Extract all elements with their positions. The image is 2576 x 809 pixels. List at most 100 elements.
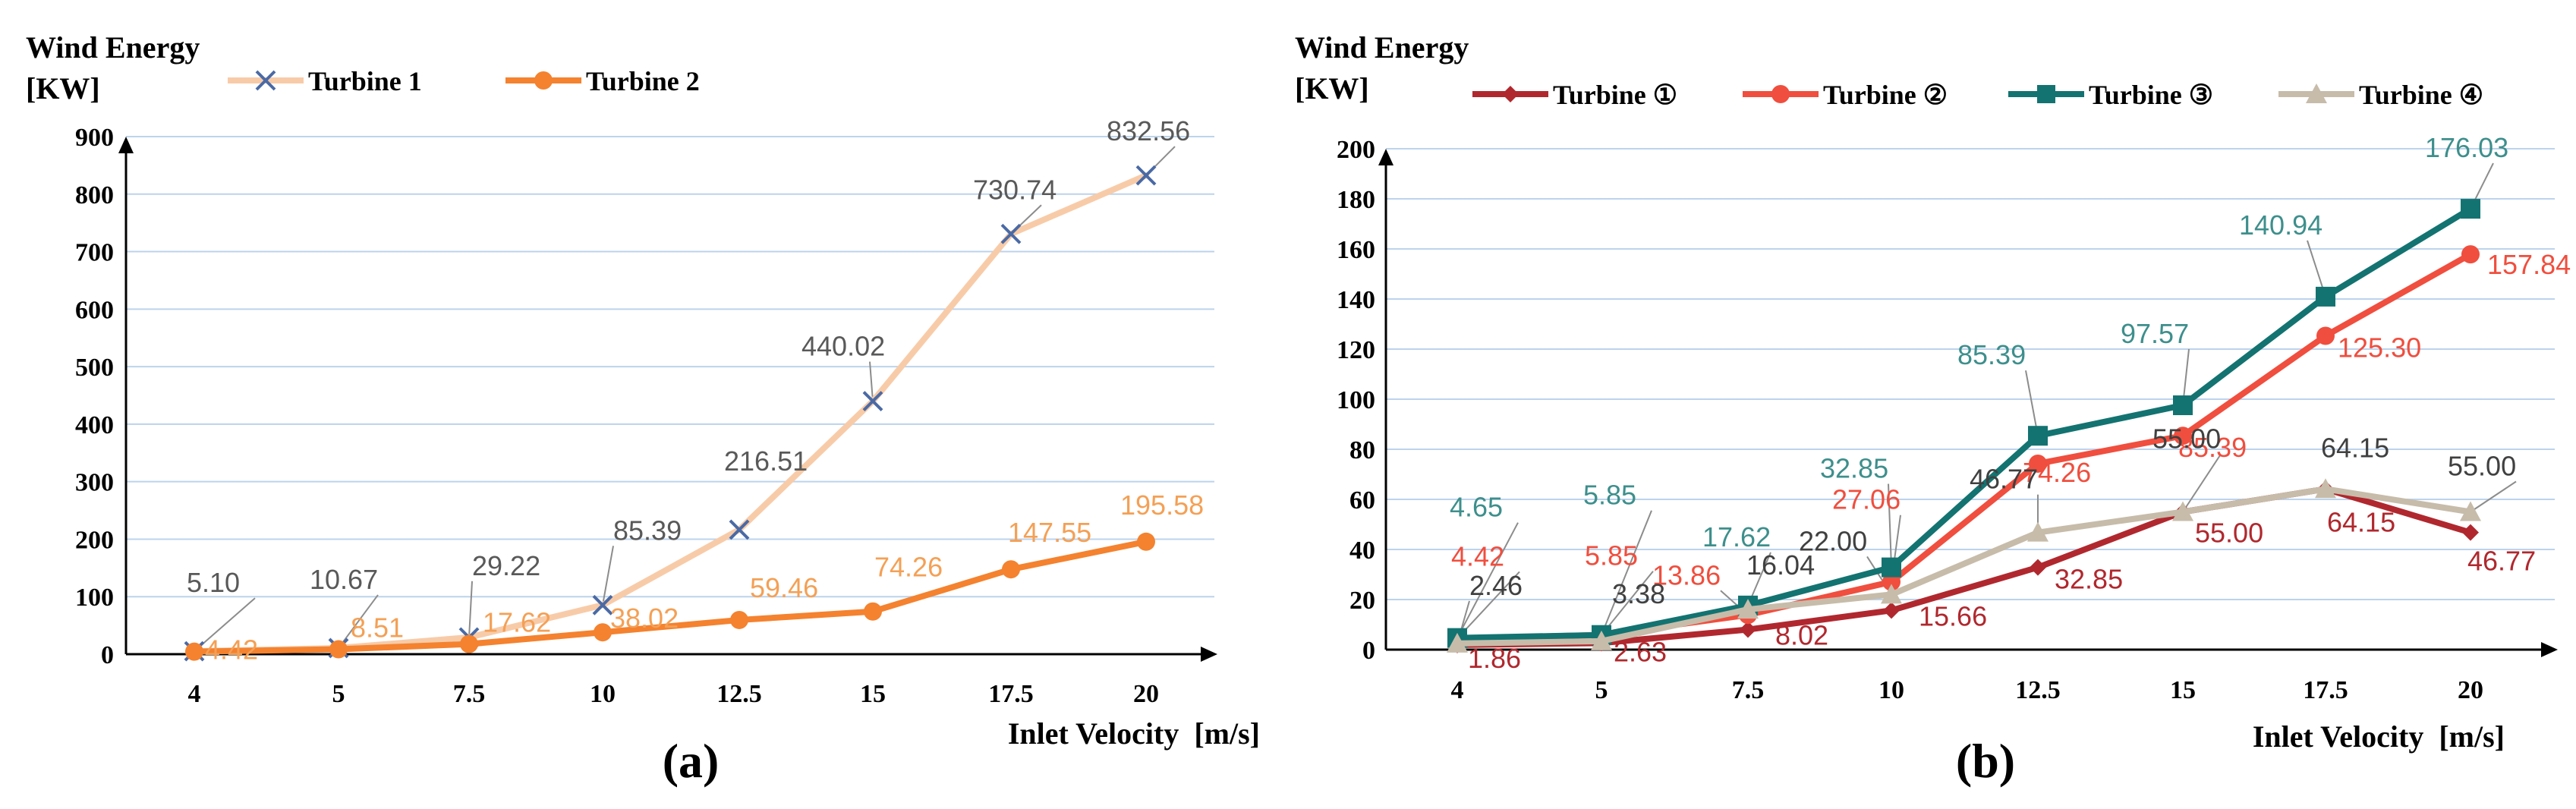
legend-b-turbine4-marker	[2306, 83, 2327, 103]
chart-b-series-3-data-label: 5.85	[1583, 480, 1636, 511]
chart-b-series-1-data-label: 55.00	[2195, 518, 2263, 549]
chart-a-series-2-marker	[730, 610, 748, 629]
chart-b-series-2-data-label: 157.84	[2487, 249, 2571, 280]
chart-b-series-2-marker	[2316, 326, 2335, 345]
legend-a-turbine2-label: Turbine 2	[586, 66, 700, 96]
chart-a-series-1-data-label: 216.51	[724, 445, 808, 477]
chart-b-xtick-label: 4	[1451, 676, 1464, 704]
chart-b-series-3-marker	[2173, 395, 2193, 416]
chart-a-series-1-data-label: 440.02	[801, 331, 885, 362]
chart-a-leader-line	[194, 597, 256, 652]
chart-a-series-2-marker	[329, 640, 348, 659]
chart-a-gridlines	[126, 136, 1214, 598]
chart-b-ytick-label: 40	[1349, 537, 1375, 565]
chart-b-series-2-marker	[1882, 572, 1901, 591]
chart-b-series-3-data-label: 97.57	[2121, 318, 2189, 349]
chart-b-series-4-data-label: 2.46	[1469, 570, 1523, 601]
panel-a-label: (a)	[663, 734, 720, 788]
chart-a-xtick-label: 15	[860, 680, 886, 708]
chart-b-series-2-marker	[2461, 245, 2480, 264]
chart-b-series	[1447, 199, 2481, 653]
chart-a-leader-line	[468, 581, 473, 637]
chart-b-gridlines	[1386, 148, 2555, 600]
chart-b-series-3-data-label: 4.65	[1450, 492, 1503, 523]
chart-b-series-3-marker	[1882, 557, 1901, 578]
chart-b-ytick-label: 180	[1337, 186, 1375, 214]
chart-b-series-4-data-label: 16.04	[1746, 549, 1815, 581]
chart-a-series	[184, 165, 1157, 662]
chart-a-ytick-label: 100	[75, 584, 114, 612]
chart-a-series-1-marker	[729, 519, 750, 540]
chart-b-series-2-marker	[2029, 454, 2047, 473]
chart-a-xtick-label: 7.5	[453, 680, 486, 708]
chart-b-series-4-data-label: 55.00	[2152, 423, 2221, 455]
chart-a-series-2-marker	[185, 642, 203, 661]
chart-b-ytick-label: 160	[1337, 236, 1375, 264]
chart-b-series-4-marker	[1591, 630, 1612, 650]
chart-b-series-4-marker	[2460, 501, 2481, 521]
chart-b-ytick-label: 60	[1349, 486, 1375, 515]
chart-a-ytick-label: 600	[75, 296, 114, 324]
chart-a-series-2-marker	[864, 602, 882, 621]
chart-a-series-2-marker	[594, 623, 612, 642]
chart-b-series-3-marker	[2316, 286, 2335, 307]
chart-b-series-3-data-label: 176.03	[2425, 132, 2508, 163]
chart-a-xtick-label: 10	[590, 680, 616, 708]
chart-a-ytick-label: 200	[75, 526, 114, 554]
chart-a-series-2-data-label: 147.55	[1008, 517, 1091, 548]
legend-a-turbine2-marker	[534, 71, 553, 90]
chart-b-series-1-marker	[1883, 602, 1900, 619]
chart-a-ylabel-line1: Wind Energy	[26, 30, 200, 65]
chart-a-ytick-labels: 0 100 200 300 400 500 600 700 800 900	[75, 124, 114, 669]
chart-b-series-4-data-label: 64.15	[2321, 432, 2389, 463]
chart-a-series-2-data-label: 38.02	[610, 603, 679, 634]
chart-b-leader-line	[1601, 510, 1652, 636]
legend-b-turbine3-marker	[2037, 85, 2055, 103]
chart-a-series-1-marker	[1135, 165, 1157, 186]
chart-b-series-2-data-label: 125.30	[2338, 332, 2421, 364]
chart-a-series-1-data-label: 832.56	[1107, 115, 1190, 146]
chart-b-xtick-label: 17.5	[2303, 676, 2348, 704]
chart-b-series-4-data-label: 3.38	[1612, 578, 1665, 609]
chart-a-series-1-marker	[592, 594, 613, 615]
chart-b-series-2-data-label: 4.42	[1451, 540, 1504, 571]
chart-b-series-2-data-label: 13.86	[1652, 559, 1721, 590]
chart-b-series-4-marker	[2315, 478, 2336, 499]
chart-a-x-axis-arrow	[1201, 647, 1217, 662]
chart-a-ytick-label: 700	[75, 239, 114, 267]
chart-a-xtick-label: 17.5	[988, 680, 1034, 708]
chart-a-ytick-label: 900	[75, 124, 114, 152]
chart-b-xtick-label: 5	[1595, 676, 1608, 704]
chart-a-series-1-data-label: 85.39	[613, 515, 682, 546]
chart-a-series-line-2	[191, 538, 1149, 655]
chart-b-leader-line	[2182, 453, 2222, 513]
chart-b-series-3-data-label: 17.62	[1702, 521, 1771, 552]
chart-b-series-2-data-label: 85.39	[2178, 432, 2247, 463]
chart-a-series-1-marker	[1000, 223, 1022, 244]
chart-a-xtick-label: 4	[188, 680, 201, 708]
chart-b-xtick-label: 10	[1878, 676, 1904, 704]
chart-b-series-3-data-label: 140.94	[2239, 209, 2322, 241]
chart-b-xtick-label: 7.5	[1732, 676, 1765, 704]
chart-a-leader-line	[869, 361, 874, 401]
chart-b: Wind Energy [KW] Turbine ① Turbine ② Tur…	[1295, 30, 2571, 788]
chart-b-ylabel-line1: Wind Energy	[1295, 30, 1469, 65]
chart-b-series-2-data-label: 5.85	[1585, 540, 1638, 571]
chart-b-series-4-marker	[2027, 521, 2049, 542]
chart-b-series-line-4	[1454, 486, 2474, 647]
chart-a-leader-line	[338, 594, 379, 649]
chart-a-xtick-label: 20	[1133, 680, 1159, 708]
chart-a-series-2-data-label: 8.51	[351, 612, 404, 644]
chart-b-series-3-marker	[2028, 426, 2048, 446]
chart-a-series-2-data-label: 4.42	[205, 634, 258, 666]
chart-a-ytick-label: 500	[75, 354, 114, 382]
chart-a-series-1-data-label: 730.74	[973, 174, 1057, 205]
chart-b-series-line-3	[1454, 206, 2474, 641]
chart-b-x-axis-arrow	[2541, 642, 2558, 657]
panel-b-label: (b)	[1956, 734, 2015, 788]
chart-b-data-labels: 1.86 2.63 8.02 15.66 32.85 55.00 64.15 46.77 4.4…	[1450, 132, 2571, 674]
chart-b-leader-lines	[1456, 162, 2517, 644]
chart-b-series-1-data-label: 8.02	[1775, 620, 1828, 651]
chart-b-leader-line	[2025, 370, 2039, 436]
chart-b-xtick-label: 15	[2170, 676, 2196, 704]
